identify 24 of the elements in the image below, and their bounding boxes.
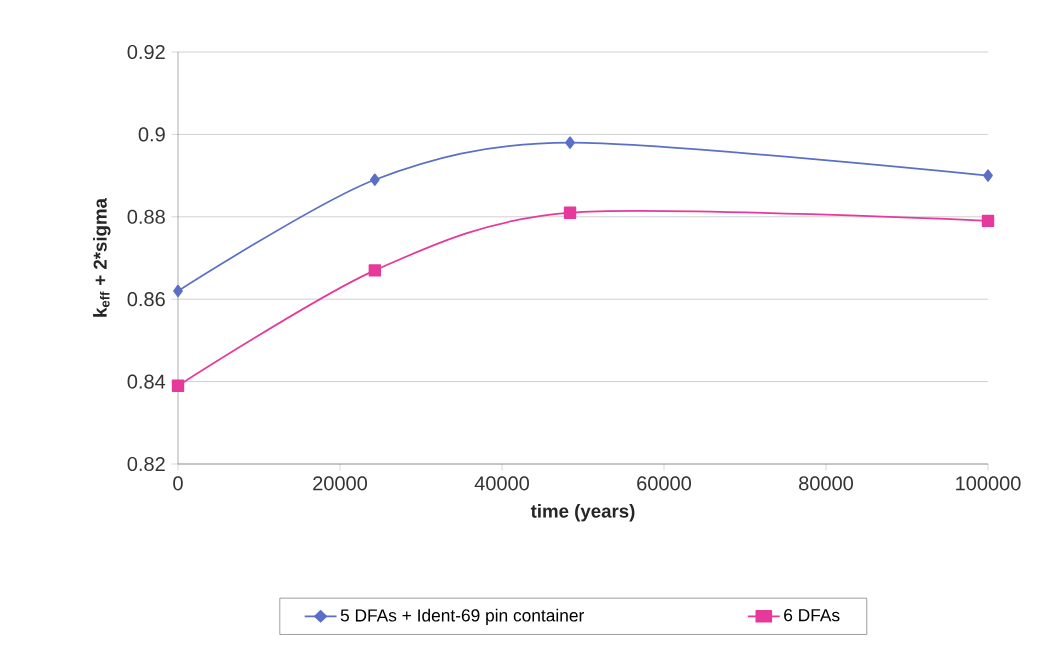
- y-tick-label: 0.82: [127, 456, 165, 472]
- point: [171, 379, 185, 392]
- y-axis-title: k$_{eff}$ + 2*sigma: [93, 197, 111, 317]
- x-axis-title: time (years): [530, 504, 635, 522]
- legend-label: 6 DFAs: [784, 609, 840, 622]
- y-tick-label: 0.9: [138, 127, 165, 142]
- point: [981, 214, 995, 228]
- point: [983, 169, 993, 182]
- y-tick-label: 0.88: [127, 209, 165, 224]
- point: [369, 173, 380, 186]
- point: [565, 136, 575, 149]
- y-tick-label: 0.86: [127, 292, 165, 307]
- legend-label: 5 DFAs + Ident-69 pin container: [340, 608, 584, 625]
- x-tick-label: 80000: [799, 476, 854, 491]
- point: [368, 264, 382, 277]
- x-tick-label: 0: [173, 476, 183, 491]
- y-tick-label: 0.92: [127, 44, 165, 60]
- point: [563, 206, 577, 219]
- point: [173, 284, 183, 298]
- y-tick-label: 0.84: [127, 374, 166, 389]
- x-tick-label: 20000: [313, 476, 367, 491]
- x-tick-label: 100000: [956, 476, 1021, 491]
- x-tick-label: 60000: [637, 476, 692, 491]
- x-tick-label: 40000: [474, 476, 530, 491]
